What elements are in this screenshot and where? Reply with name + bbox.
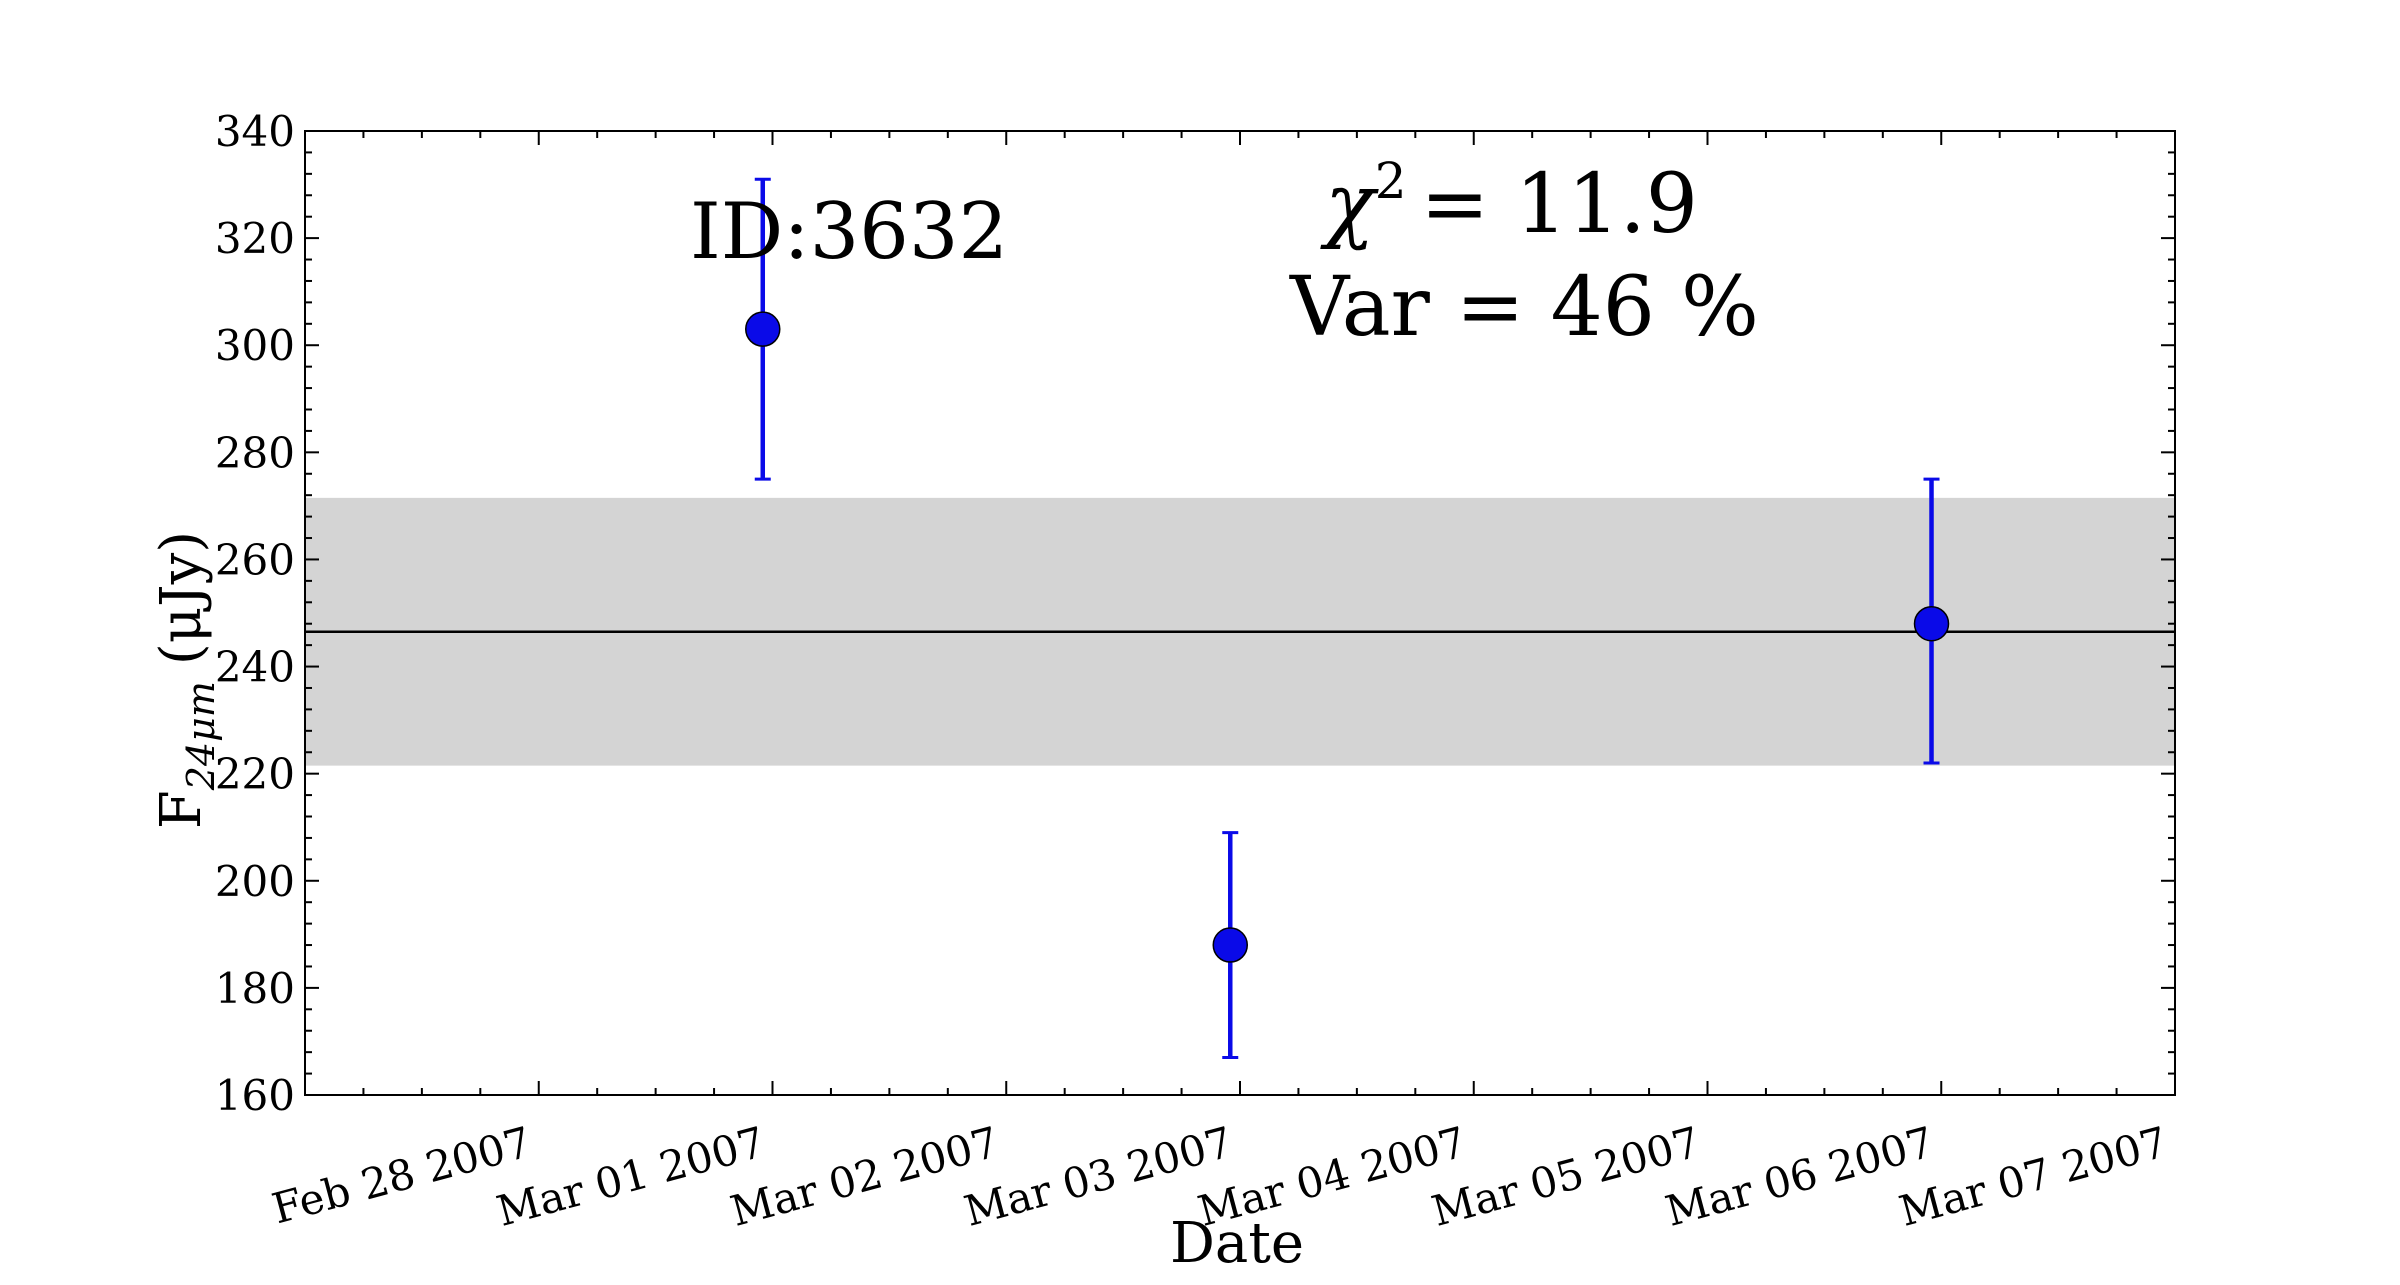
var-annotation: Var = 46 % xyxy=(1289,260,1759,355)
point-marker xyxy=(1212,927,1249,963)
x-tick-label: Mar 01 2007 xyxy=(492,1117,770,1236)
chi-symbol: χ xyxy=(1320,157,1379,252)
data-points-layer xyxy=(745,177,1950,1060)
y-axis-label-unit: (μJy) xyxy=(149,531,214,665)
y-tick-labels: 160 180 200 220 240 260 280 300 320 340 xyxy=(215,107,295,1120)
x-axis-label: Date xyxy=(1170,1211,1304,1276)
y-tick-label: 260 xyxy=(215,535,295,584)
y-tick-label: 160 xyxy=(215,1071,295,1120)
y-axis-label-main: F xyxy=(149,790,214,829)
x-tick-label: Mar 07 2007 xyxy=(1894,1117,2172,1236)
chi2-value: = 11.9 xyxy=(1421,157,1698,252)
data-point xyxy=(1212,831,1249,1060)
y-tick-label: 180 xyxy=(215,964,295,1013)
data-point xyxy=(745,177,781,481)
x-tick-label: Mar 02 2007 xyxy=(725,1117,1003,1236)
x-tick-label: Mar 06 2007 xyxy=(1660,1117,1938,1236)
y-axis-label-subscript: 24μm xyxy=(179,681,223,791)
id-annotation: ID:3632 xyxy=(690,187,1008,277)
y-tick-label: 220 xyxy=(215,750,295,799)
point-marker xyxy=(745,311,781,347)
y-tick-label: 300 xyxy=(215,321,295,370)
y-tick-label: 320 xyxy=(215,214,295,263)
data-point xyxy=(1913,477,1950,765)
x-tick-label: Feb 28 2007 xyxy=(267,1117,536,1233)
chi2-annotation: χ2 = 11.9 xyxy=(1320,152,1698,252)
y-tick-label: 240 xyxy=(215,643,295,692)
point-marker xyxy=(1913,605,1950,642)
y-axis-label: F24μm (μJy) xyxy=(149,531,223,829)
y-tick-label: 280 xyxy=(215,428,295,477)
axis-ticks xyxy=(304,130,2176,1096)
chi-exponent: 2 xyxy=(1375,152,1407,210)
x-tick-label: Mar 05 2007 xyxy=(1427,1117,1705,1236)
y-tick-label: 200 xyxy=(215,857,295,906)
y-tick-label: 340 xyxy=(215,107,295,156)
